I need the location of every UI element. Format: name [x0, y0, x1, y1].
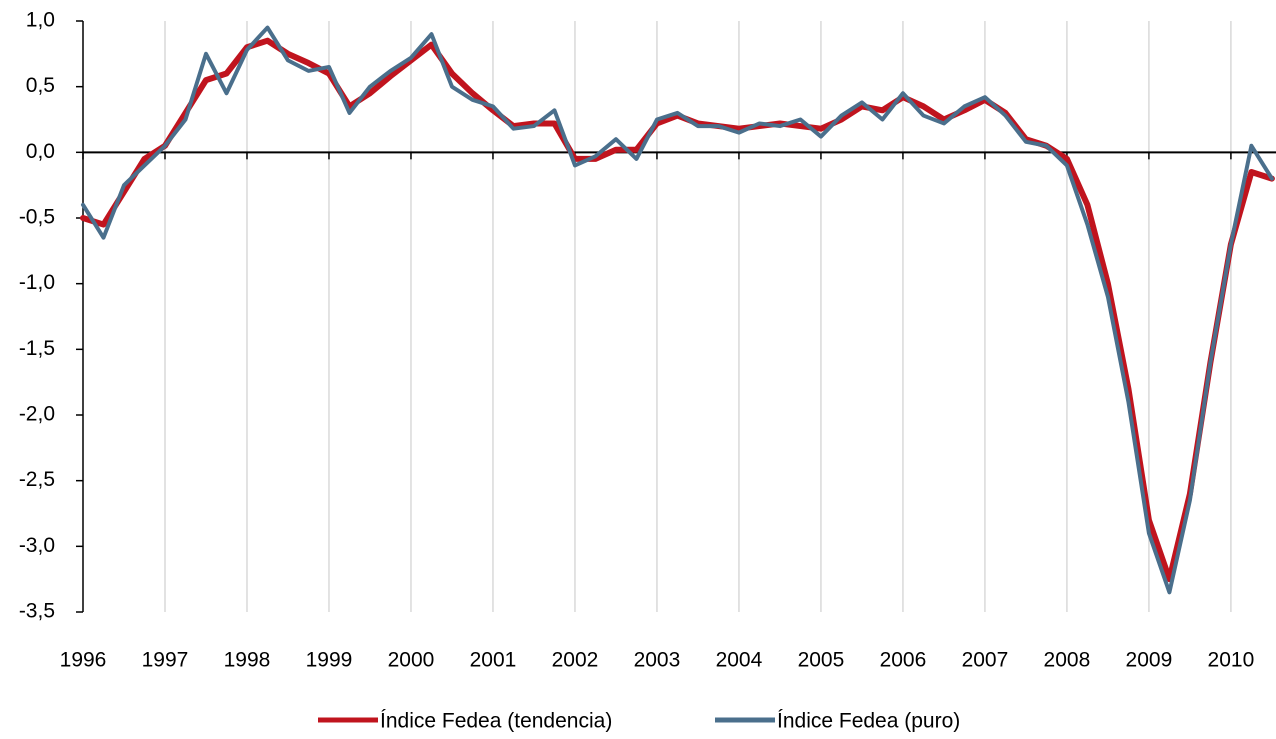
x-tick-label: 2006 — [880, 649, 927, 672]
y-tick-label: -2,0 — [19, 403, 55, 426]
series-line — [81, 25, 1274, 595]
x-tick-label: 2000 — [388, 649, 435, 672]
x-tick-label: 1999 — [306, 649, 353, 672]
x-tick-label: 2001 — [470, 649, 517, 672]
y-tick-label: -1,0 — [19, 271, 55, 294]
x-tick-label: 1996 — [60, 649, 107, 672]
y-tick-label: -3,5 — [19, 600, 55, 623]
x-tick-label: 2007 — [962, 649, 1009, 672]
y-tick-label: -1,5 — [19, 337, 55, 360]
x-tick-label: 1997 — [142, 649, 189, 672]
x-tick-label: 2003 — [634, 649, 681, 672]
y-tick-label: 1,0 — [26, 9, 55, 32]
x-tick-label: 2002 — [552, 649, 599, 672]
series-line — [80, 37, 1275, 583]
y-tick-label: -2,5 — [19, 468, 55, 491]
x-tick-label: 2009 — [1126, 649, 1173, 672]
x-tick-label: 2008 — [1044, 649, 1091, 672]
legend-label: Índice Fedea (tendencia) — [380, 710, 612, 733]
x-tick-label: 2004 — [716, 649, 763, 672]
x-tick-label: 2010 — [1208, 649, 1255, 672]
y-tick-label: -3,0 — [19, 534, 55, 557]
x-tick-label: 2005 — [798, 649, 845, 672]
legend-label: Índice Fedea (puro) — [777, 710, 960, 733]
x-tick-label: 1998 — [224, 649, 271, 672]
y-tick-label: 0,5 — [26, 74, 55, 97]
y-tick-label: 0,0 — [26, 140, 55, 163]
y-tick-label: -0,5 — [19, 206, 55, 229]
